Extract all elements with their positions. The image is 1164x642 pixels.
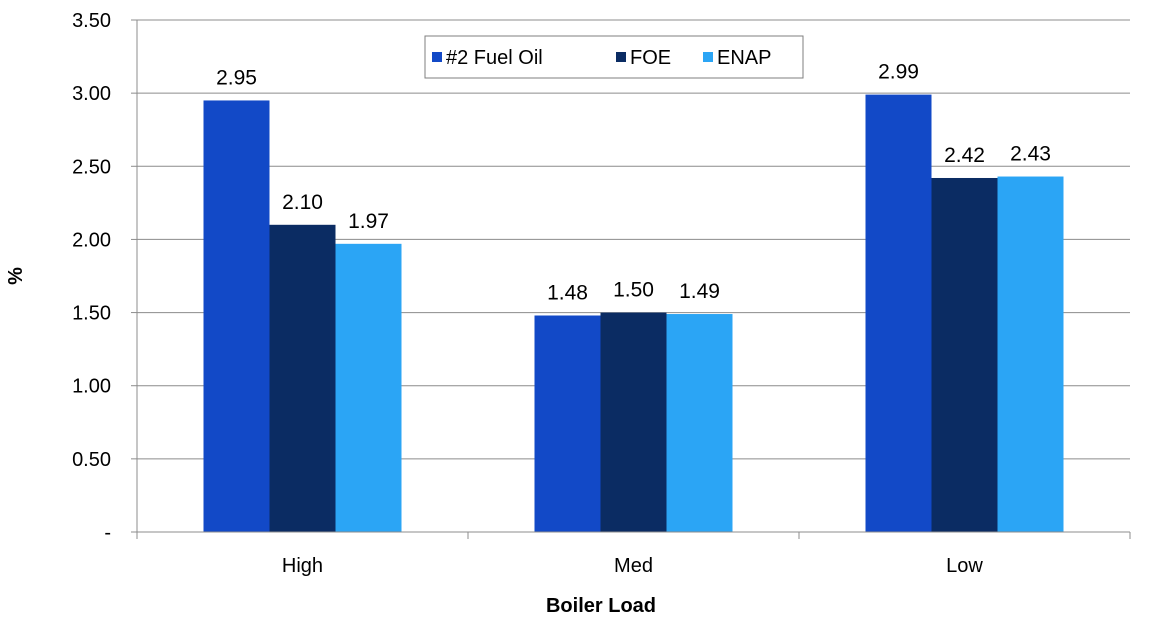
y-tick-label: 1.00 — [72, 376, 111, 398]
bar — [997, 176, 1064, 533]
data-label: 2.10 — [282, 191, 323, 214]
data-label: 1.48 — [547, 281, 588, 304]
x-axis-title: Boiler Load — [546, 595, 656, 617]
data-label: 2.95 — [216, 66, 257, 89]
data-label: 1.49 — [679, 280, 720, 303]
y-tick-label: 1.50 — [72, 303, 111, 325]
bar — [269, 224, 336, 533]
bar — [534, 315, 601, 532]
y-tick-label: 2.50 — [72, 156, 111, 178]
legend-box — [424, 35, 804, 79]
data-label: 2.42 — [944, 144, 985, 167]
bar — [600, 312, 667, 532]
bar — [666, 314, 733, 532]
legend-label: #2 Fuel Oil — [446, 47, 543, 69]
y-tick-label: 2.00 — [72, 229, 111, 251]
y-tick-label: 0.50 — [72, 449, 111, 471]
bar — [203, 100, 270, 532]
legend: #2 Fuel Oil FOE ENAP — [424, 35, 804, 79]
y-tick-label: 3.50 — [72, 10, 111, 32]
bar — [931, 177, 998, 532]
data-label: 1.50 — [613, 279, 654, 302]
x-tick-label: Med — [614, 555, 653, 577]
y-tick-label: - — [104, 522, 111, 544]
x-tick-label: Low — [946, 555, 983, 577]
x-axis-ticks: High Med Low — [136, 532, 1131, 577]
x-tick-label: High — [282, 555, 323, 577]
y-axis-ticks: - 0.50 1.00 1.50 2.00 2.50 3.00 3.50 — [72, 10, 137, 544]
data-label: 1.97 — [348, 210, 389, 233]
data-label: 2.43 — [1010, 143, 1051, 166]
bars — [203, 94, 1064, 533]
legend-label: FOE — [630, 47, 671, 69]
data-label: 2.99 — [878, 61, 919, 84]
y-axis-title: % — [5, 267, 27, 285]
legend-swatch — [432, 52, 442, 62]
legend-label: ENAP — [717, 47, 771, 69]
axes — [136, 20, 1130, 533]
legend-swatch — [616, 52, 626, 62]
bar — [865, 94, 932, 532]
bar — [335, 243, 402, 532]
legend-swatch — [703, 52, 713, 62]
y-tick-label: 3.00 — [72, 83, 111, 105]
data-labels: 2.95 2.10 1.97 1.48 1.50 1.49 2.99 2.42 2.43 — [216, 61, 1051, 305]
